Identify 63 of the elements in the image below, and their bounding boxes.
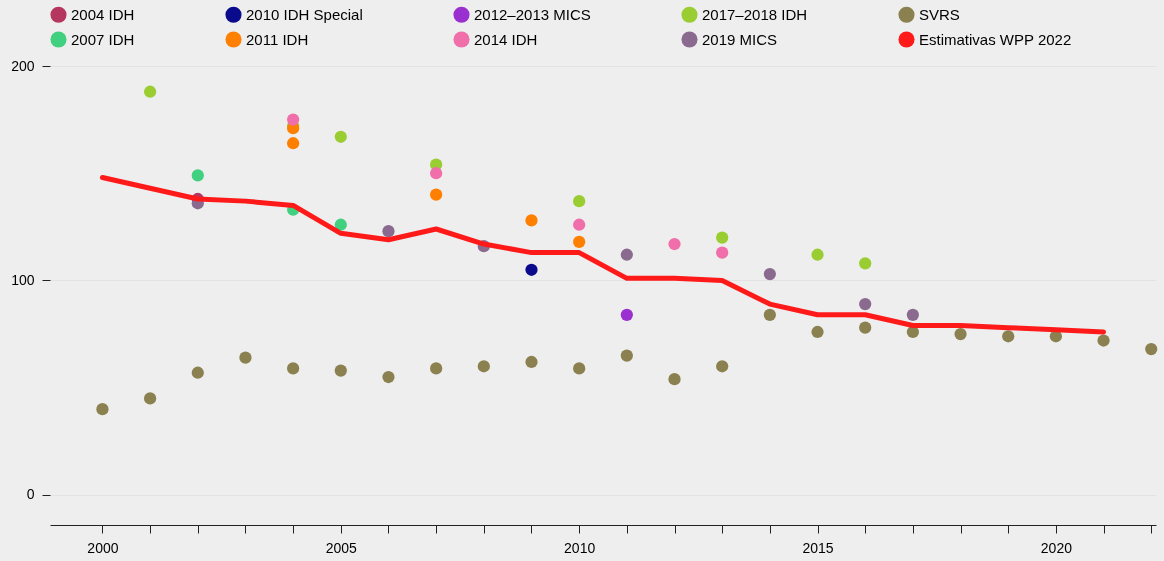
point [1097, 334, 1110, 347]
point [859, 297, 872, 311]
point [620, 308, 633, 321]
y-tick-label: 0 [26, 486, 35, 503]
y-tick-label: 200 [11, 57, 35, 74]
point [811, 325, 824, 339]
point [954, 328, 967, 341]
point [287, 362, 300, 375]
point [525, 263, 538, 276]
point [143, 392, 157, 405]
legend-label: 2014 IDH [474, 30, 538, 48]
point [239, 351, 252, 364]
point [573, 235, 586, 248]
legend-label: 2017–2018 IDH [702, 5, 808, 23]
point [620, 248, 633, 261]
point [143, 85, 157, 98]
point [716, 246, 729, 259]
point [668, 237, 681, 251]
point [859, 321, 872, 334]
legend-label: 2004 IDH [71, 5, 135, 23]
point [334, 130, 347, 143]
point [382, 370, 395, 384]
point [477, 360, 490, 373]
point [334, 218, 347, 231]
point [430, 188, 443, 201]
point [287, 113, 300, 126]
point [716, 231, 729, 244]
point [430, 167, 443, 180]
point [287, 137, 300, 150]
point [334, 364, 347, 377]
legend-label: 2011 IDH [246, 30, 309, 48]
x-tick-label: 2015 [802, 539, 834, 556]
legend-label: Estimativas WPP 2022 [919, 30, 1072, 48]
point [859, 257, 872, 270]
point [668, 373, 681, 386]
point [430, 362, 443, 375]
point [573, 362, 586, 375]
point [763, 308, 776, 321]
legend-label: 2007 IDH [71, 30, 135, 48]
point [573, 218, 586, 231]
legend-label: SVRS [919, 5, 960, 23]
point [906, 308, 919, 321]
x-tick-label: 2000 [87, 539, 119, 556]
x-tick-label: 2010 [564, 539, 596, 556]
point [1145, 343, 1158, 356]
point [96, 403, 109, 416]
point [573, 195, 586, 208]
point [525, 355, 538, 369]
point [191, 169, 204, 182]
x-tick-label: 2005 [325, 539, 358, 556]
point [382, 225, 395, 238]
point [763, 267, 776, 281]
x-tick-label: 2020 [1040, 539, 1073, 556]
point [525, 214, 538, 227]
legend-label: 2019 MICS [702, 30, 778, 48]
point [716, 360, 729, 373]
point [811, 248, 824, 261]
legend-label: 2010 IDH Special [246, 5, 363, 23]
y-tick-label: 100 [11, 271, 35, 288]
point [620, 349, 633, 362]
point [1002, 330, 1015, 343]
legend-label: 2012–2013 MICS [474, 5, 591, 23]
point [191, 366, 204, 379]
